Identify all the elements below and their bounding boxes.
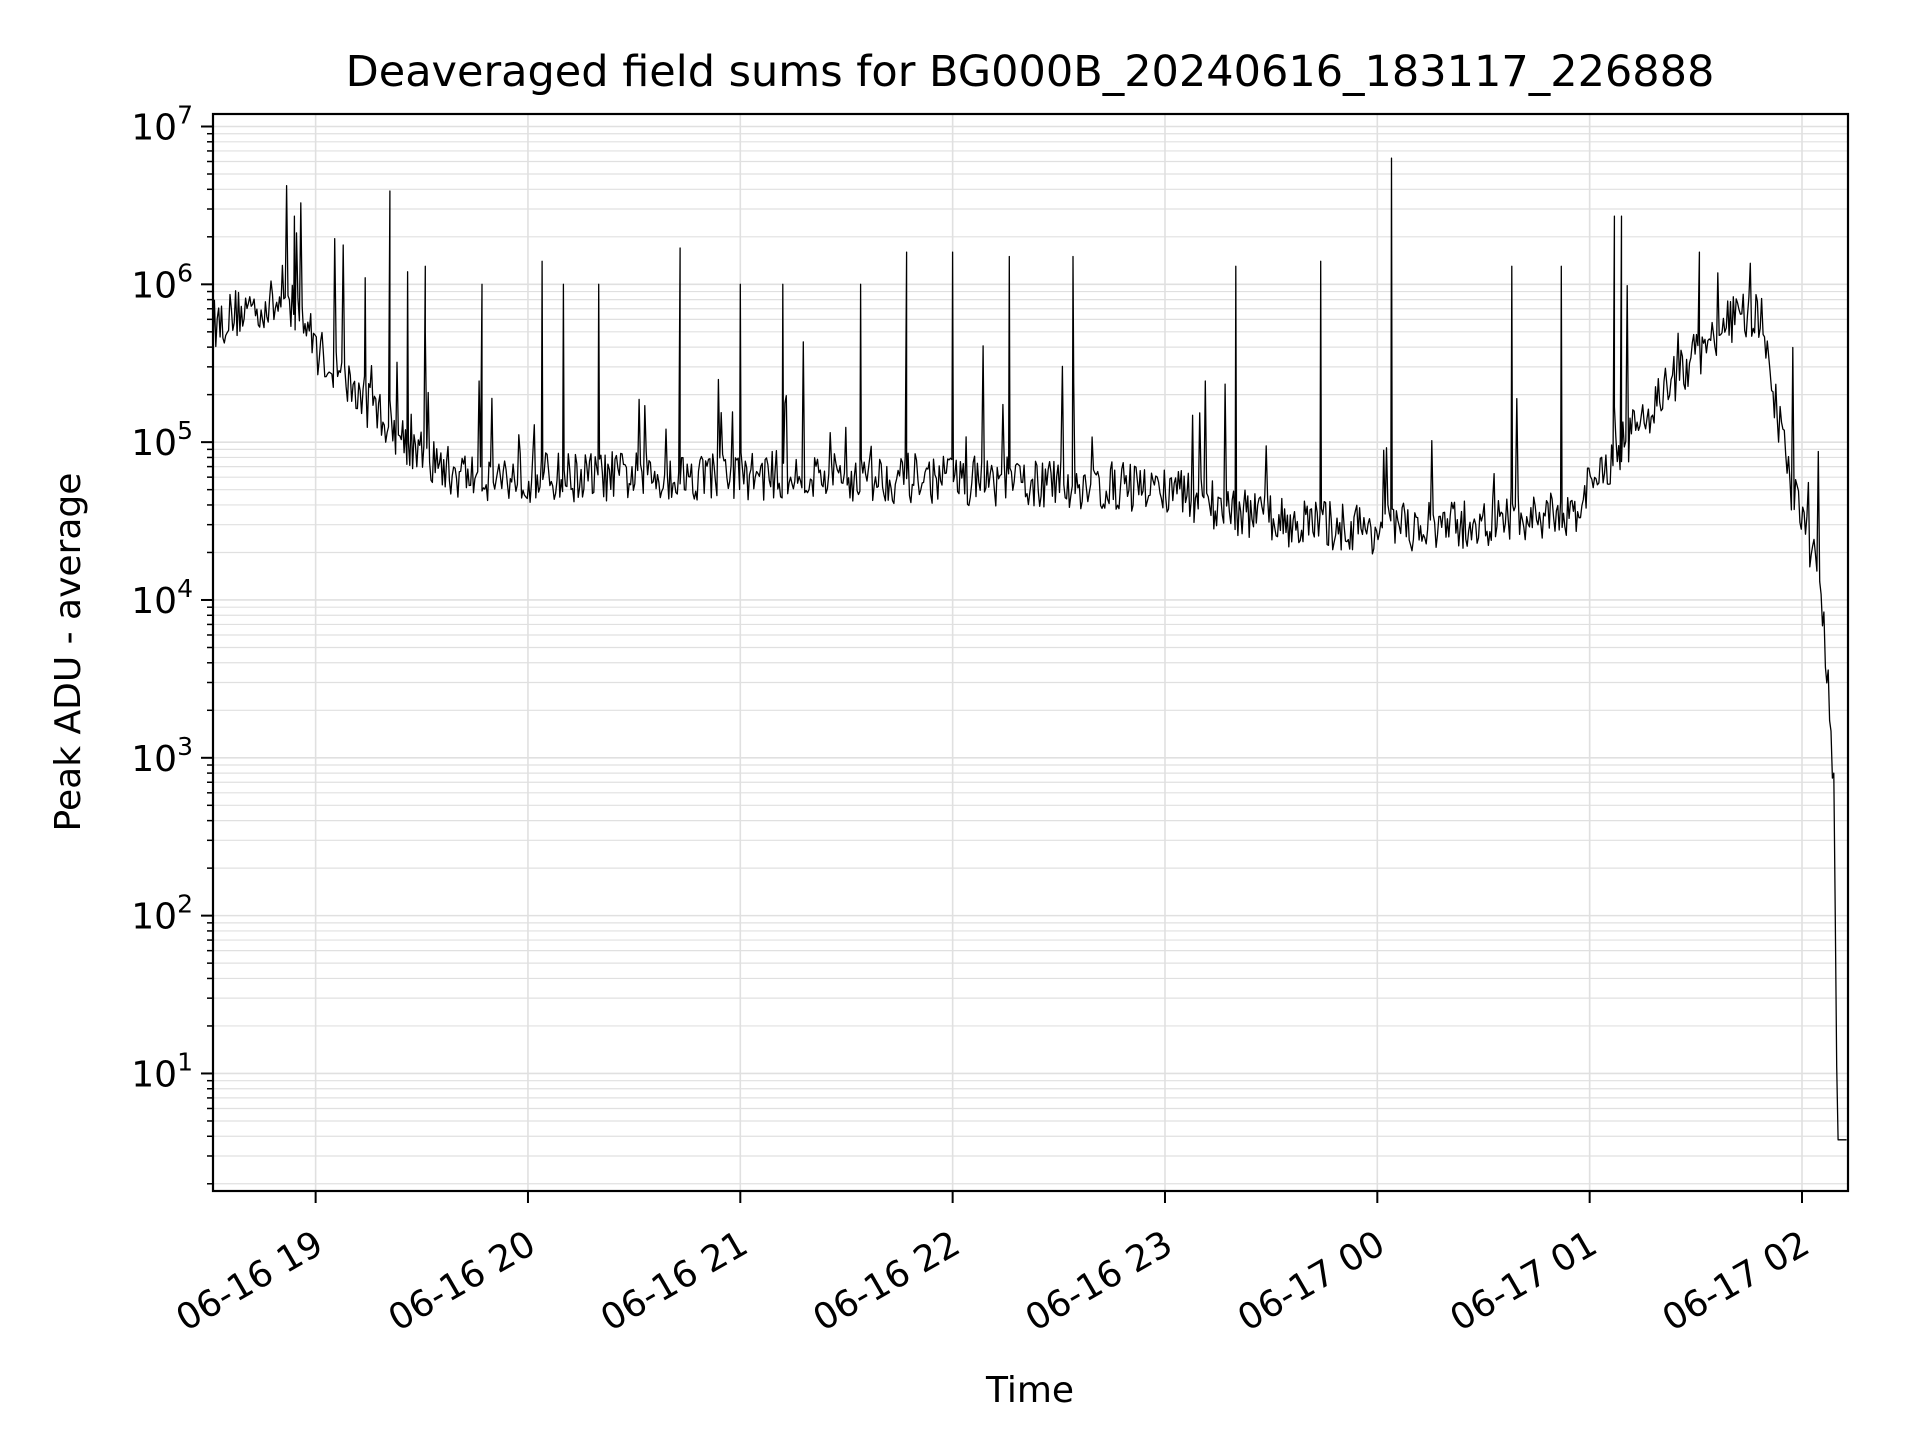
- x-tick-label: 06-17 00: [1231, 1223, 1392, 1339]
- chart-title: Deaveraged field sums for BG000B_2024061…: [346, 47, 1715, 97]
- y-tick-label: 103: [131, 732, 193, 780]
- y-tick-label: 101: [131, 1047, 193, 1095]
- y-tick-label: 105: [131, 416, 193, 464]
- x-tick-label: 06-16 21: [594, 1223, 755, 1339]
- y-tick-label: 102: [131, 890, 193, 938]
- x-axis-ticks: 06-16 19 06-16 20 06-16 21 06-16 22 06-16 23…: [169, 1191, 1816, 1340]
- x-tick-label: 06-16 23: [1019, 1223, 1180, 1339]
- grid-lines: [213, 114, 1848, 1191]
- x-tick-label: 06-16 22: [806, 1223, 967, 1339]
- y-tick-label: 107: [131, 100, 193, 148]
- x-tick-label: 06-16 19: [169, 1223, 330, 1339]
- x-tick-label: 06-17 01: [1443, 1223, 1604, 1339]
- x-tick-label: 06-17 02: [1656, 1223, 1817, 1339]
- y-axis-ticks: 101 102 103 104 105 106 107: [131, 100, 213, 1185]
- y-axis-label: Peak ADU - average: [48, 473, 89, 832]
- series-line: [212, 157, 1847, 1141]
- y-tick-label: 104: [131, 574, 193, 622]
- x-axis-label: Time: [985, 1370, 1074, 1411]
- plot-frame: [211, 112, 1850, 1193]
- y-tick-label: 106: [131, 258, 193, 306]
- x-tick-label: 06-16 20: [382, 1223, 543, 1339]
